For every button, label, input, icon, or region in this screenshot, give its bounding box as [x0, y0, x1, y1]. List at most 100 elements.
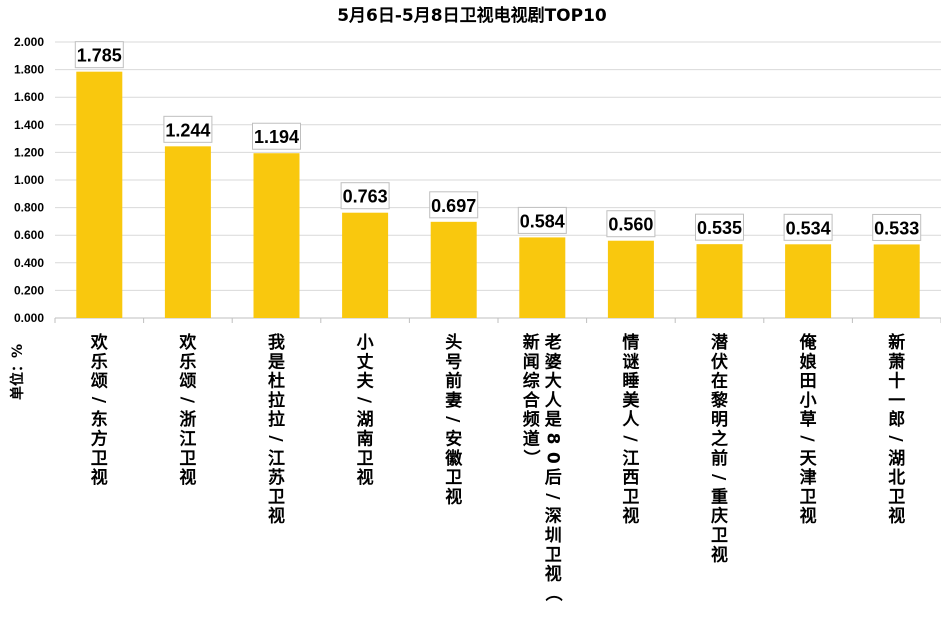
x-category-char: /: [354, 397, 374, 404]
x-category-char: 江: [268, 449, 285, 469]
bar: [164, 146, 211, 318]
x-category-char: 视: [888, 506, 905, 527]
x-category-char: 庆: [711, 506, 728, 527]
x-category-char: 湖: [357, 410, 374, 430]
data-label: 0.535: [697, 218, 742, 238]
x-category-char: 东: [91, 409, 108, 430]
x-category-char: 一: [888, 391, 905, 411]
x-category-char: 新: [523, 332, 540, 353]
x-category-char: 夫: [357, 371, 375, 392]
bar: [785, 244, 832, 318]
x-category-char: 拉: [268, 409, 285, 430]
y-tick-label: 1.600: [14, 90, 44, 104]
x-category-char: 是: [545, 410, 562, 430]
x-category-char: 西: [622, 468, 639, 488]
data-label-box: [517, 206, 567, 234]
x-category-char: 小: [800, 391, 817, 411]
x-category-char: 道: [523, 429, 540, 450]
x-category-char: 欢: [178, 332, 197, 353]
x-category-char: 频: [523, 409, 540, 430]
x-category-char: 视: [91, 467, 108, 488]
x-category-char: /: [177, 397, 197, 404]
x-category-char: 卫: [800, 487, 817, 507]
y-tick-label: 1.400: [14, 118, 44, 132]
x-category-char: 苏: [268, 467, 285, 488]
x-category-char: 潜: [711, 332, 729, 353]
x-category-char: 拉: [268, 390, 285, 411]
x-category-char: 颂: [179, 372, 196, 392]
x-axis-labels: 欢乐颂/东方卫视欢乐颂/浙江卫视我是杜拉拉/江苏卫视小丈夫/湖南卫视头号前妻/安…: [88, 332, 905, 601]
x-category-char: （: [542, 584, 563, 601]
x-category-char: 后: [545, 468, 562, 488]
x-category-char: 卫: [711, 526, 728, 546]
x-category-char: 小: [357, 333, 374, 353]
x-category-char: /: [709, 474, 729, 481]
x-category-char: 视: [800, 506, 817, 527]
data-label-box: [872, 213, 922, 241]
x-category-char: 合: [523, 390, 541, 411]
x-category-char: 北: [888, 468, 905, 488]
x-category-char: 郎: [888, 409, 905, 430]
data-label: 1.194: [254, 127, 299, 147]
bar: [519, 237, 566, 318]
x-category-char: 俺: [799, 332, 818, 353]
x-category-char: 人: [622, 410, 640, 430]
x-category-char: 谜: [622, 351, 640, 372]
data-label: 0.763: [343, 187, 388, 207]
data-label: 1.244: [165, 120, 210, 140]
x-category-char: 卫: [357, 449, 374, 469]
data-label: 0.697: [431, 196, 476, 216]
x-category-char: 人: [545, 391, 563, 411]
data-label-box: [695, 213, 744, 241]
y-tick-label: 2.000: [14, 35, 44, 49]
data-label: 0.584: [520, 211, 565, 231]
y-axis-ticks: 0.000 0.200 0.400 0.600 0.800 1.000 1.200 1.400…: [14, 35, 44, 325]
x-category-char: 十: [888, 371, 905, 392]
x-category-char: 视: [545, 564, 562, 585]
y-tick-label: 0.000: [14, 311, 44, 325]
x-category-char: 妻: [445, 391, 462, 411]
y-tick-label: 0.800: [14, 201, 44, 215]
x-category-char: 圳: [545, 526, 562, 546]
x-category-char: /: [88, 397, 108, 404]
x-category-char: 天: [800, 449, 818, 469]
bar: [430, 221, 477, 318]
x-category-char: 津: [800, 467, 817, 488]
x-category-char: 号: [445, 352, 462, 372]
x-category-char: /: [797, 435, 817, 442]
data-label: 0.534: [786, 218, 831, 238]
x-category-char: 南: [357, 429, 374, 450]
x-category-char: 视: [268, 506, 285, 527]
y-tick-label: 0.600: [14, 228, 44, 242]
data-label: 0.560: [608, 215, 653, 235]
x-category-char: 深: [545, 506, 562, 527]
bar: [342, 212, 389, 318]
x-category-char: 黎: [711, 390, 728, 411]
x-category-char: 情: [622, 332, 639, 353]
x-category-char: /: [620, 435, 640, 442]
x-category-char: 江: [622, 449, 639, 469]
x-category-char: 之: [711, 429, 728, 450]
y-tick-label: 0.200: [14, 283, 44, 297]
x-category-char: 在: [711, 371, 728, 392]
bar: [76, 71, 123, 318]
x-category-char: 视: [357, 467, 374, 488]
y-tick-label: 1.000: [14, 173, 44, 187]
x-category-char: 卫: [179, 449, 196, 469]
data-label-box: [429, 191, 479, 219]
bar: [696, 244, 743, 318]
x-category-char: 新: [888, 332, 905, 353]
x-category-char: 湖: [888, 449, 905, 469]
x-category-char: 视: [179, 467, 196, 488]
data-label-box: [74, 41, 124, 69]
x-category-char: 明: [711, 410, 728, 430]
x-category-char: 美: [622, 390, 640, 411]
